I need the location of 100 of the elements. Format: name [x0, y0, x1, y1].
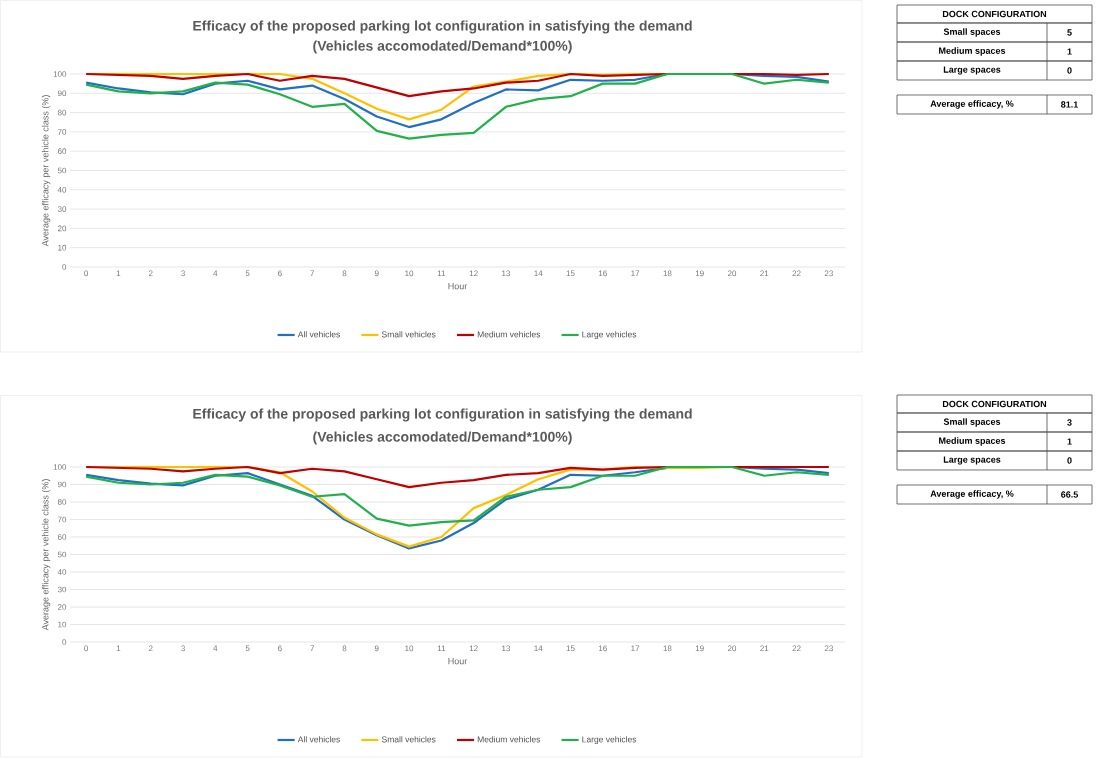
x-tick-label: 4	[213, 645, 218, 652]
y-tick-label: 50	[57, 551, 67, 558]
chart-title: Efficacy of the proposed parking lot configuration in satisfying the demand	[193, 408, 692, 422]
y-axis-title: Average efficacy per vehicle class (%)	[41, 479, 51, 631]
x-tick-label: 4	[213, 270, 218, 277]
x-tick-label: 7	[310, 645, 315, 652]
y-tick-label: 10	[58, 244, 67, 251]
x-tick-label: 20	[727, 645, 737, 652]
text: Large spaces	[943, 66, 1001, 75]
text: Average efficacy, %	[930, 490, 1014, 499]
x-axis-title: Hour	[448, 658, 468, 665]
x-tick-label: 18	[663, 270, 672, 277]
y-tick-label: 40	[57, 569, 67, 575]
chart-title: Efficacy of the proposed parking lot configuration in satisfying the demand	[193, 20, 692, 34]
y-tick-label: 60	[57, 534, 67, 540]
text: 66.5	[1061, 491, 1079, 498]
y-tick-label: 0	[62, 264, 67, 270]
text: DOCK CONFIGURATION	[942, 400, 1047, 408]
x-tick-label: 0	[84, 645, 89, 652]
y-tick-label: 40	[57, 186, 67, 193]
x-tick-label: 16	[598, 270, 607, 277]
text: Average efficacy, %	[930, 100, 1014, 109]
x-tick-label: 20	[727, 270, 737, 277]
x-tick-label: 10	[405, 270, 414, 277]
x-tick-label: 15	[566, 270, 575, 277]
y-tick-label: 80	[57, 109, 67, 116]
x-tick-label: 23	[824, 270, 833, 277]
x-tick-label: 8	[342, 645, 347, 652]
chart-subtitle: (Vehicles accomodated/Demand*100%)	[313, 40, 572, 54]
y-tick-label: 80	[57, 499, 67, 505]
x-tick-label: 22	[792, 645, 801, 652]
legend-label: Small vehicles	[381, 331, 436, 338]
x-tick-label: 21	[760, 645, 769, 652]
y-tick-label: 20	[57, 225, 67, 232]
x-tick-label: 23	[824, 645, 833, 652]
y-tick-label: 100	[53, 71, 67, 77]
x-tick-label: 11	[437, 645, 446, 652]
y-tick-label: 50	[57, 167, 67, 174]
y-tick-label: 90	[57, 481, 67, 488]
x-axis-title: Hour	[448, 283, 468, 290]
x-tick-label: 3	[181, 270, 185, 277]
text: 3	[1067, 419, 1072, 426]
y-tick-label: 30	[57, 586, 67, 593]
y-tick-label: 90	[57, 90, 67, 97]
legend-label: Small vehicles	[381, 736, 436, 743]
legend-label: All vehicles	[297, 736, 340, 743]
x-tick-label: 11	[437, 270, 446, 277]
y-tick-label: 60	[57, 148, 67, 155]
x-tick-label: 19	[695, 270, 704, 277]
x-tick-label: 13	[502, 270, 511, 277]
legend-label: Medium vehicles	[477, 331, 541, 338]
text: 5	[1067, 29, 1072, 36]
x-tick-label: 6	[278, 645, 282, 652]
y-tick-label: 100	[53, 464, 67, 470]
text: 81.1	[1061, 101, 1079, 108]
y-tick-label: 0	[62, 639, 67, 645]
y-tick-label: 30	[57, 206, 67, 212]
x-tick-label: 12	[469, 270, 478, 277]
text: 1	[1067, 48, 1072, 55]
text: Large spaces	[943, 456, 1001, 465]
text: Small spaces	[943, 418, 1001, 427]
x-tick-label: 1	[116, 270, 121, 277]
x-tick-label: 9	[374, 645, 379, 652]
legend-label: Large vehicles	[582, 331, 637, 340]
x-tick-label: 16	[598, 645, 607, 652]
x-tick-label: 7	[310, 270, 315, 277]
y-tick-label: 70	[57, 516, 67, 523]
x-tick-label: 21	[760, 270, 769, 277]
legend-label: Large vehicles	[582, 736, 637, 745]
x-tick-label: 5	[245, 645, 250, 652]
x-tick-label: 17	[631, 645, 640, 652]
y-tick-label: 20	[57, 604, 67, 610]
text: 0	[1067, 67, 1072, 74]
x-tick-label: 6	[278, 270, 282, 277]
x-tick-label: 22	[792, 270, 801, 277]
x-tick-label: 10	[405, 645, 414, 652]
x-tick-label: 9	[374, 270, 379, 277]
x-tick-label: 1	[116, 645, 121, 652]
text: Small spaces	[943, 28, 1001, 37]
legend-label: Medium vehicles	[477, 736, 541, 743]
text: 0	[1067, 457, 1072, 464]
y-axis-title: Average efficacy per vehicle class (%)	[41, 95, 51, 247]
x-tick-label: 14	[534, 270, 543, 277]
text: 1	[1067, 438, 1072, 445]
x-tick-label: 19	[695, 645, 704, 652]
x-tick-label: 14	[534, 645, 543, 652]
x-tick-label: 2	[148, 645, 153, 652]
x-tick-label: 5	[245, 270, 250, 277]
text: DOCK CONFIGURATION	[942, 10, 1047, 18]
x-tick-label: 8	[342, 270, 347, 277]
y-tick-label: 10	[58, 621, 67, 628]
x-tick-label: 12	[469, 645, 478, 652]
x-tick-label: 15	[566, 645, 575, 652]
y-tick-label: 70	[57, 129, 67, 135]
x-tick-label: 13	[502, 645, 511, 652]
x-tick-label: 2	[148, 270, 153, 277]
text: Medium spaces	[939, 47, 1006, 56]
text: Medium spaces	[939, 437, 1006, 446]
x-tick-label: 18	[663, 645, 672, 652]
legend-label: All vehicles	[297, 331, 340, 338]
